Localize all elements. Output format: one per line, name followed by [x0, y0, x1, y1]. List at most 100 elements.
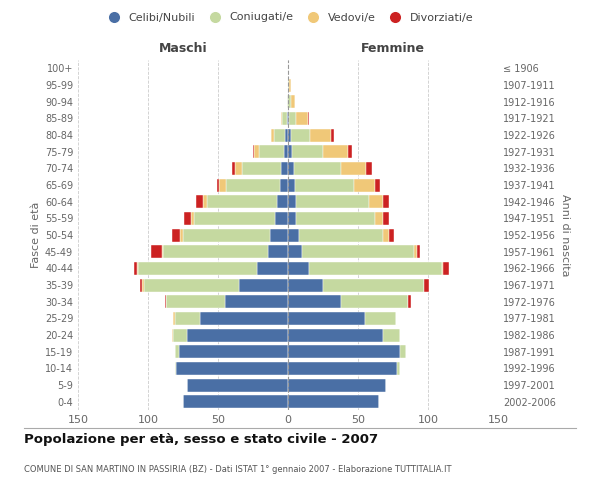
Bar — [397, 362, 400, 375]
Bar — [288, 262, 309, 275]
Bar — [417, 245, 419, 258]
Bar — [442, 262, 443, 275]
Bar — [275, 212, 288, 225]
Bar — [151, 245, 162, 258]
Bar — [175, 362, 176, 375]
Bar — [232, 162, 235, 175]
Bar — [288, 162, 293, 175]
Bar — [291, 128, 310, 141]
Bar — [288, 178, 295, 192]
Bar — [288, 78, 289, 92]
Bar — [288, 228, 299, 241]
Bar — [281, 112, 283, 125]
Bar — [288, 95, 291, 108]
Legend: Celibi/Nubili, Coniugati/e, Vedovi/e, Divorziati/e: Celibi/Nubili, Coniugati/e, Vedovi/e, Di… — [98, 8, 478, 27]
Bar — [271, 128, 274, 141]
Y-axis label: Fasce di età: Fasce di età — [31, 202, 41, 268]
Bar — [207, 195, 277, 208]
Bar — [289, 78, 291, 92]
Bar — [144, 278, 239, 291]
Text: Femmine: Femmine — [361, 42, 425, 55]
Bar — [280, 178, 288, 192]
Bar — [172, 328, 173, 342]
Bar — [288, 295, 341, 308]
Bar — [296, 195, 369, 208]
Bar — [274, 128, 285, 141]
Bar — [308, 112, 309, 125]
Bar — [323, 145, 348, 158]
Bar — [187, 328, 288, 342]
Bar — [166, 295, 225, 308]
Bar — [293, 162, 341, 175]
Bar — [194, 212, 275, 225]
Bar — [288, 145, 292, 158]
Bar — [443, 262, 449, 275]
Bar — [253, 145, 254, 158]
Bar — [257, 262, 288, 275]
Bar — [299, 228, 383, 241]
Bar — [288, 312, 365, 325]
Bar — [341, 295, 409, 308]
Bar — [287, 112, 288, 125]
Bar — [288, 128, 291, 141]
Bar — [288, 395, 379, 408]
Y-axis label: Anni di nascita: Anni di nascita — [560, 194, 570, 276]
Bar — [196, 195, 203, 208]
Bar — [296, 112, 308, 125]
Bar — [367, 162, 372, 175]
Bar — [291, 95, 295, 108]
Bar — [242, 162, 281, 175]
Bar — [400, 345, 406, 358]
Bar — [235, 162, 242, 175]
Bar — [389, 228, 394, 241]
Text: Maschi: Maschi — [158, 42, 208, 55]
Bar — [283, 112, 287, 125]
Bar — [295, 178, 354, 192]
Bar — [134, 262, 137, 275]
Bar — [288, 112, 289, 125]
Bar — [172, 228, 180, 241]
Bar — [289, 112, 296, 125]
Bar — [259, 145, 284, 158]
Bar — [137, 262, 138, 275]
Bar — [183, 395, 288, 408]
Bar — [288, 195, 296, 208]
Bar — [383, 195, 389, 208]
Bar — [383, 228, 389, 241]
Bar — [331, 128, 334, 141]
Bar — [383, 212, 389, 225]
Bar — [414, 245, 417, 258]
Bar — [187, 378, 288, 392]
Bar — [288, 378, 386, 392]
Bar — [203, 195, 207, 208]
Bar — [287, 95, 288, 108]
Bar — [277, 195, 288, 208]
Bar — [180, 228, 183, 241]
Bar — [173, 328, 187, 342]
Bar — [281, 162, 288, 175]
Bar — [409, 295, 411, 308]
Bar — [163, 245, 268, 258]
Bar — [309, 262, 442, 275]
Bar — [424, 278, 430, 291]
Bar — [375, 212, 383, 225]
Bar — [292, 145, 323, 158]
Bar — [225, 295, 288, 308]
Bar — [288, 245, 302, 258]
Bar — [142, 278, 144, 291]
Bar — [288, 212, 296, 225]
Bar — [217, 178, 220, 192]
Bar — [365, 312, 396, 325]
Bar — [179, 345, 288, 358]
Bar — [138, 262, 257, 275]
Bar — [288, 362, 397, 375]
Bar — [383, 328, 400, 342]
Bar — [254, 145, 259, 158]
Bar — [184, 212, 191, 225]
Bar — [140, 278, 142, 291]
Bar — [341, 162, 367, 175]
Bar — [288, 278, 323, 291]
Bar — [226, 178, 280, 192]
Bar — [200, 312, 288, 325]
Bar — [268, 245, 288, 258]
